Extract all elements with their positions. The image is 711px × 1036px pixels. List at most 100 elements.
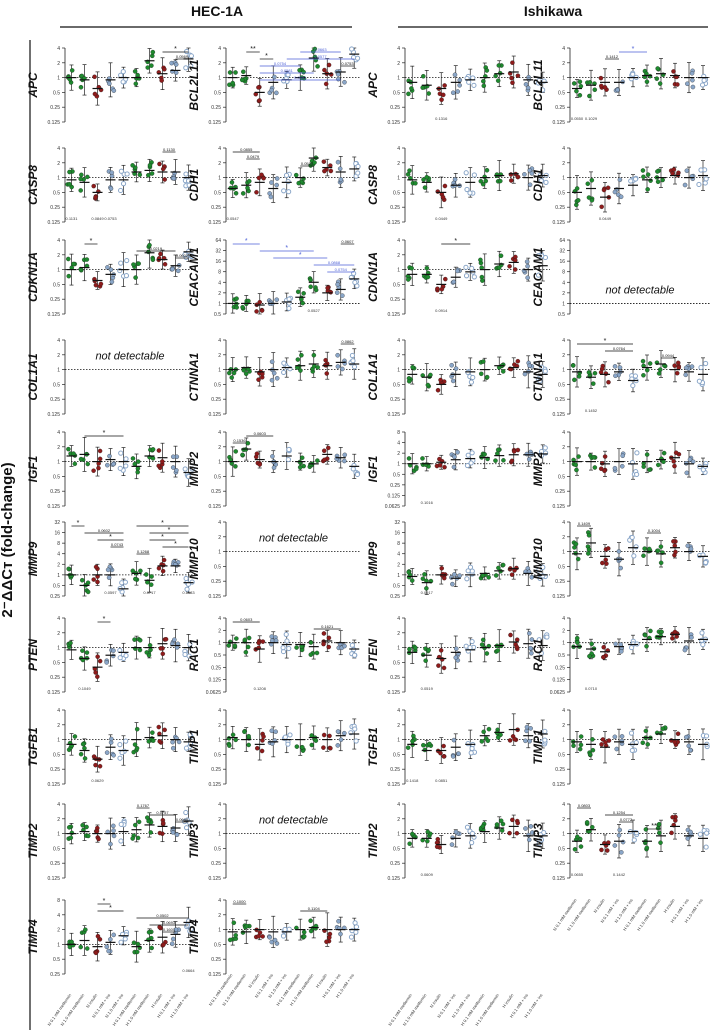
data-point xyxy=(529,637,535,642)
data-point xyxy=(66,825,72,830)
data-point xyxy=(308,652,314,657)
data-point xyxy=(285,72,291,78)
y-tick-label: 0.5 xyxy=(558,752,565,758)
data-point xyxy=(281,188,287,194)
y-tick-label: 4 xyxy=(218,46,221,52)
data-point xyxy=(94,828,100,834)
data-point xyxy=(590,824,595,830)
data-point xyxy=(493,73,498,79)
data-point xyxy=(111,752,116,758)
y-tick-label: 4 xyxy=(57,430,60,436)
y-tick-label: 0.125 xyxy=(387,120,400,126)
y-tick-label: 8 xyxy=(397,541,400,547)
annotation-label: 0.1316 xyxy=(435,116,448,121)
data-point xyxy=(509,458,515,464)
annotation-label: 0.0519 xyxy=(421,686,434,691)
annotation-label: 0.0914 xyxy=(435,308,448,313)
y-tick-label: 0.125 xyxy=(552,594,565,600)
data-point xyxy=(162,262,168,267)
data-point xyxy=(688,546,694,552)
annotation-label: 0.0710 xyxy=(585,686,598,691)
data-point xyxy=(91,183,96,189)
data-point xyxy=(529,650,534,656)
data-point xyxy=(523,826,528,831)
data-point xyxy=(478,178,484,184)
data-point xyxy=(312,160,317,165)
data-point xyxy=(124,171,130,177)
data-point xyxy=(118,838,124,844)
data-point xyxy=(515,447,521,453)
y-tick-label: 0.5 xyxy=(393,660,400,666)
data-point xyxy=(499,828,505,833)
panel-timp4-hec-1a: TIMP4 8 4 2 1 0.5 0.25 ** 0.0502 0.0693 0.1601 0.06… xyxy=(26,898,195,978)
annotation-label: 0.1268 xyxy=(137,549,150,554)
annotation-label: 0.0479 xyxy=(247,154,260,159)
data-point xyxy=(439,286,445,292)
data-point xyxy=(338,931,343,937)
data-point xyxy=(78,751,84,757)
data-point xyxy=(321,448,327,453)
y-tick-label: 0.125 xyxy=(387,690,400,696)
data-point xyxy=(641,373,646,378)
data-point xyxy=(603,371,609,376)
data-point xyxy=(66,566,71,572)
data-point xyxy=(146,937,151,942)
y-tick-label: 0.25 xyxy=(390,483,400,489)
data-point xyxy=(577,746,583,752)
y-tick-label: 4 xyxy=(562,146,565,152)
data-point xyxy=(604,561,609,566)
gene-label: TIMP3 xyxy=(531,823,545,859)
data-point xyxy=(495,78,501,83)
y-tick-label: 1 xyxy=(57,268,60,274)
data-point xyxy=(282,734,288,740)
data-point xyxy=(69,830,75,836)
data-point xyxy=(68,835,74,841)
annotation-label: 0.0764 xyxy=(613,346,626,351)
data-point xyxy=(442,183,448,189)
data-point xyxy=(254,190,259,195)
data-point xyxy=(606,379,611,385)
gene-label: MMP2 xyxy=(187,451,201,486)
data-point xyxy=(453,366,459,371)
data-point xyxy=(189,466,195,472)
panel-ctnna1-hec-1a: CTNNA1 4 2 1 0.5 0.25 0.125 0.0862 xyxy=(187,338,361,418)
data-point xyxy=(321,631,327,636)
data-point xyxy=(285,741,291,747)
y-tick-label: 0.5 xyxy=(393,583,400,589)
panel-mmp9-ishikawa: MMP9 32 16 8 4 2 1 0.5 0.25 0.0917 xyxy=(366,520,550,600)
gene-label: TIMP2 xyxy=(366,823,380,859)
data-point xyxy=(104,750,110,755)
y-tick-label: 0.5 xyxy=(53,474,60,480)
data-point xyxy=(486,575,491,580)
data-point xyxy=(616,549,622,554)
annotation-label: 0.0602 xyxy=(98,528,111,533)
data-point xyxy=(78,944,83,950)
y-axis-title: 2⁻ΔΔCᴛ (fold-change) xyxy=(0,462,16,617)
data-point xyxy=(342,80,347,85)
data-point xyxy=(577,93,583,98)
data-point xyxy=(481,78,486,84)
data-point xyxy=(647,546,652,552)
data-point xyxy=(183,171,189,177)
data-point xyxy=(587,93,592,99)
data-point xyxy=(575,834,580,840)
data-point xyxy=(634,471,640,478)
gene-label: PTEN xyxy=(366,639,380,671)
data-point xyxy=(514,637,520,642)
data-point xyxy=(97,763,103,769)
x-condition-label: N insulin xyxy=(593,897,607,914)
data-point xyxy=(655,169,660,174)
data-point xyxy=(703,559,709,566)
data-point xyxy=(308,640,314,645)
data-point xyxy=(525,263,530,269)
data-point xyxy=(82,756,88,761)
data-point xyxy=(420,85,425,90)
annotation-label: * xyxy=(174,46,177,53)
data-point xyxy=(322,457,327,463)
data-point xyxy=(428,372,433,378)
data-point xyxy=(527,182,533,188)
data-point xyxy=(601,644,606,650)
data-point xyxy=(455,89,460,94)
data-point xyxy=(479,739,485,744)
